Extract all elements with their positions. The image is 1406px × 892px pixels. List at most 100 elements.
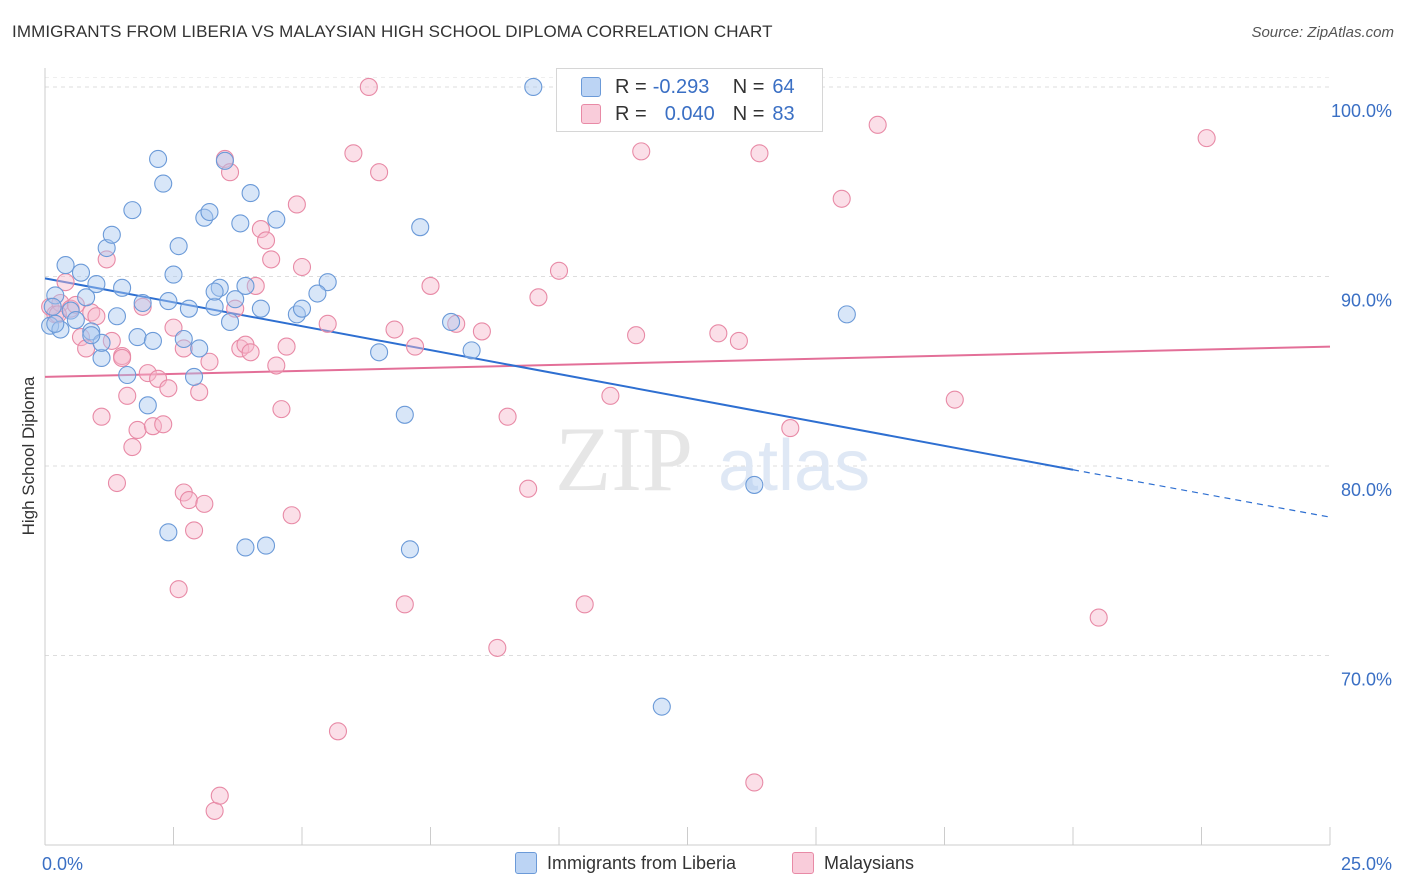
legend-r-label: R =	[615, 75, 647, 98]
legend-item-malaysians: Malaysians	[792, 852, 914, 874]
series-legend: Immigrants from Liberia Malaysians	[0, 852, 1406, 878]
data-point-liberia	[82, 326, 101, 345]
data-point-liberia	[77, 288, 96, 307]
data-point-liberia	[318, 273, 337, 292]
data-point-malaysians	[185, 521, 204, 540]
data-point-malaysians	[519, 479, 538, 498]
data-point-malaysians	[200, 352, 219, 371]
legend-n-value: 83	[772, 102, 795, 125]
data-point-liberia	[442, 312, 461, 331]
data-point-liberia	[308, 284, 327, 303]
data-point-malaysians	[359, 77, 378, 97]
data-point-malaysians	[406, 337, 425, 356]
data-point-liberia	[123, 201, 142, 220]
data-point-malaysians	[262, 250, 281, 269]
data-point-liberia	[56, 256, 75, 275]
data-point-liberia	[138, 396, 157, 415]
legend-item-liberia: Immigrants from Liberia	[515, 852, 736, 874]
data-point-malaysians	[220, 163, 240, 182]
data-point-liberia	[195, 208, 214, 227]
data-point-malaysians	[66, 295, 85, 314]
data-point-malaysians	[945, 390, 964, 409]
data-point-malaysians	[123, 437, 142, 457]
data-point-liberia	[159, 292, 178, 311]
data-point-liberia	[46, 286, 65, 305]
legend-row-liberia: R = -0.293 N = 64	[581, 75, 795, 99]
data-point-liberia	[236, 276, 255, 295]
data-point-malaysians	[128, 420, 147, 440]
data-point-liberia	[652, 697, 671, 716]
legend-r-value: 0.040	[664, 102, 715, 125]
data-point-liberia	[174, 329, 193, 349]
trend-line-malaysians	[44, 345, 1331, 378]
x-tick-label: 25.0%	[1341, 854, 1392, 874]
data-point-liberia	[395, 405, 414, 424]
watermark-zip: ZIP	[555, 408, 693, 510]
data-point-liberia	[169, 237, 188, 256]
data-point-malaysians	[1089, 608, 1108, 627]
data-point-liberia	[133, 293, 152, 313]
data-point-malaysians	[627, 326, 646, 345]
data-point-malaysians	[241, 343, 260, 362]
data-point-malaysians	[472, 322, 491, 341]
data-point-malaysians	[277, 337, 296, 356]
data-point-liberia	[462, 341, 481, 360]
data-point-malaysians	[370, 163, 389, 182]
data-point-liberia	[149, 149, 168, 169]
data-point-malaysians	[745, 773, 764, 792]
data-point-malaysians	[832, 189, 851, 208]
data-point-liberia	[87, 274, 106, 294]
data-point-malaysians	[164, 318, 183, 337]
data-point-liberia	[220, 312, 240, 331]
data-point-malaysians	[210, 786, 229, 805]
data-point-malaysians	[113, 348, 132, 368]
data-point-liberia	[43, 297, 62, 316]
legend-r-label: R =	[615, 102, 647, 125]
data-point-malaysians	[267, 356, 286, 375]
data-point-liberia	[185, 367, 204, 386]
y-tick-label: 70.0%	[1341, 669, 1392, 689]
legend-n-label: N =	[732, 102, 765, 125]
data-point-malaysians	[395, 595, 414, 614]
data-point-malaysians	[868, 115, 887, 134]
stats-legend: R = -0.293 N = 64 R = 0.040 N = 83	[556, 68, 823, 132]
data-point-malaysians	[169, 580, 188, 599]
y-tick-label: 100.0%	[1331, 101, 1392, 121]
data-point-malaysians	[251, 220, 270, 239]
tick-labels: 70.0% 80.0% 90.0% 100.0% 0.0% 25.0%	[42, 101, 1392, 874]
data-point-liberia	[287, 305, 306, 324]
data-point-liberia	[190, 339, 209, 358]
data-point-liberia	[205, 282, 224, 301]
data-point-liberia	[256, 536, 276, 555]
data-point-liberia	[837, 305, 856, 324]
data-point-liberia	[97, 238, 116, 258]
y-tick-label: 80.0%	[1341, 480, 1392, 500]
data-point-malaysians	[498, 407, 517, 426]
data-point-malaysians	[174, 339, 193, 358]
data-point-liberia	[51, 320, 70, 339]
data-point-liberia	[745, 475, 764, 494]
data-point-liberia	[164, 265, 183, 284]
data-point-malaysians	[154, 415, 173, 434]
data-point-malaysians	[246, 276, 265, 295]
data-point-malaysians	[190, 383, 209, 402]
data-point-liberia	[524, 77, 543, 97]
data-point-liberia	[143, 331, 162, 350]
legend-n-value: 64	[772, 75, 795, 98]
y-tick-label: 90.0%	[1341, 290, 1392, 310]
series-malaysians	[41, 77, 1216, 820]
data-point-liberia	[118, 365, 137, 385]
data-point-liberia	[128, 328, 147, 347]
data-point-malaysians	[256, 231, 276, 250]
data-point-liberia	[82, 322, 101, 341]
watermark-atlas: atlas	[718, 426, 870, 506]
trend-lines	[44, 277, 1331, 518]
data-point-liberia	[92, 348, 111, 368]
data-point-liberia	[411, 218, 430, 237]
legend-label-liberia: Immigrants from Liberia	[547, 852, 737, 873]
data-point-liberia	[400, 540, 419, 559]
data-point-malaysians	[549, 261, 569, 280]
legend-swatch-blue	[581, 77, 601, 97]
legend-row-malaysians: R = 0.040 N = 83	[581, 102, 795, 126]
